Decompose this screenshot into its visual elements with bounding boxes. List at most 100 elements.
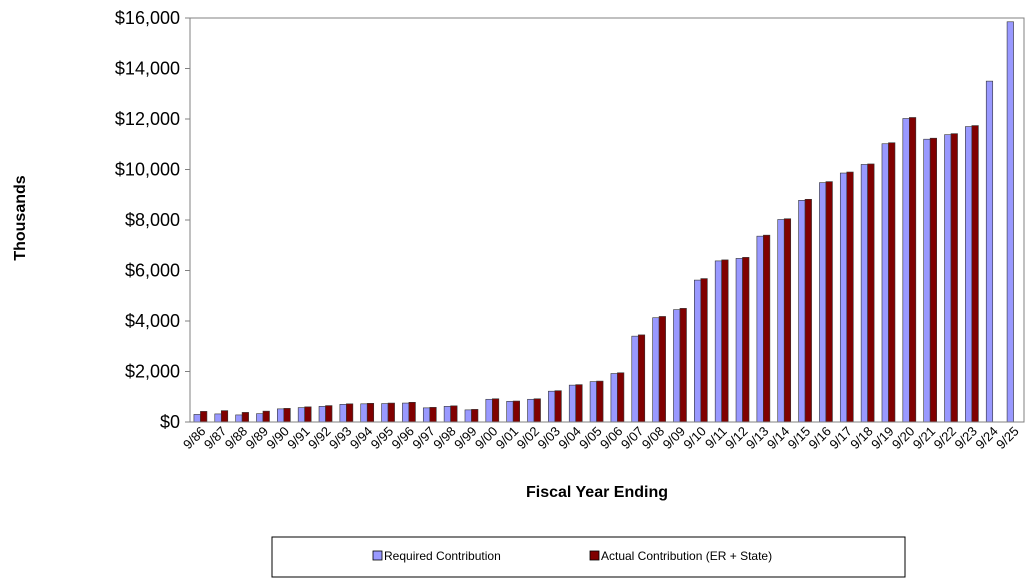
bar-actual-contribution	[721, 259, 729, 423]
bar-required-contribution	[923, 138, 931, 423]
y-tick-label: $12,000	[115, 109, 180, 129]
bar-required-contribution	[735, 258, 743, 423]
bar-required-contribution	[944, 134, 952, 423]
bar-actual-contribution	[304, 406, 312, 423]
bar-required-contribution	[860, 164, 868, 423]
legend-label-required: Required Contribution	[384, 549, 501, 563]
bar-actual-contribution	[804, 198, 812, 423]
bar-required-contribution	[485, 398, 493, 423]
bar-required-contribution	[965, 126, 973, 423]
bar-actual-contribution	[658, 316, 666, 423]
bar-required-contribution	[777, 219, 785, 423]
bar-actual-contribution	[637, 334, 646, 423]
bar-required-contribution	[235, 414, 243, 423]
bars-group	[193, 21, 1014, 423]
bar-actual-contribution	[492, 398, 500, 423]
bar-actual-contribution	[950, 133, 958, 423]
bar-actual-contribution	[783, 218, 792, 423]
y-tick-label: $2,000	[125, 362, 180, 382]
legend-box	[271, 536, 906, 578]
bar-required-contribution	[318, 406, 326, 423]
bar-actual-contribution	[533, 398, 541, 423]
y-tick-label: $6,000	[125, 261, 180, 281]
bar-required-contribution	[527, 398, 535, 423]
y-tick-label: $16,000	[115, 8, 180, 28]
bar-actual-contribution	[366, 403, 375, 423]
bar-required-contribution	[277, 408, 285, 423]
bar-actual-contribution	[909, 117, 917, 423]
bar-required-contribution	[506, 400, 514, 423]
bar-actual-contribution	[262, 410, 270, 423]
legend-swatch-actual	[589, 550, 600, 561]
bar-actual-contribution	[700, 278, 708, 423]
y-tick-label: $8,000	[125, 210, 180, 230]
bar-required-contribution	[297, 407, 305, 423]
bar-required-contribution	[193, 414, 201, 423]
bar-actual-contribution	[554, 390, 562, 423]
bar-required-contribution	[443, 406, 451, 423]
bar-actual-contribution	[888, 142, 896, 423]
bar-actual-contribution	[325, 405, 333, 423]
bar-required-contribution	[798, 200, 806, 423]
bar-actual-contribution	[283, 408, 291, 423]
bar-required-contribution	[422, 407, 431, 423]
bar-required-contribution	[694, 279, 702, 423]
bar-required-contribution	[256, 413, 264, 423]
bar-actual-contribution	[200, 411, 208, 423]
bar-required-contribution	[360, 403, 368, 423]
bar-required-contribution	[714, 260, 722, 423]
bar-required-contribution	[881, 143, 889, 423]
legend: Required Contribution Actual Contributio…	[271, 536, 906, 578]
bar-actual-contribution	[929, 137, 937, 423]
bar-required-contribution	[589, 381, 597, 423]
legend-swatch-required	[372, 550, 383, 561]
bar-actual-contribution	[387, 402, 395, 423]
bar-required-contribution	[214, 413, 222, 423]
bar-required-contribution	[402, 402, 410, 423]
bar-actual-contribution	[471, 409, 479, 423]
bar-actual-contribution	[596, 380, 604, 423]
y-tick-label: $10,000	[115, 160, 180, 180]
bar-required-contribution	[548, 390, 556, 423]
bar-required-contribution	[610, 373, 618, 423]
bar-required-contribution	[839, 172, 848, 423]
legend-label-actual: Actual Contribution (ER + State)	[601, 549, 772, 563]
bar-required-contribution	[1006, 21, 1014, 423]
bar-actual-contribution	[450, 405, 458, 423]
y-axis-ticks: $0 $2,000 $4,000 $6,000 $8,000 $10,000 $12,000…	[115, 8, 190, 432]
plot-area-frame	[189, 17, 1025, 423]
bar-actual-contribution	[971, 125, 979, 423]
y-tick-label: $14,000	[115, 59, 180, 79]
bar-required-contribution	[819, 182, 827, 423]
bar-actual-contribution	[846, 171, 854, 423]
bar-required-contribution	[464, 409, 472, 423]
bar-actual-contribution	[429, 407, 437, 423]
y-tick-label: $0	[160, 412, 180, 432]
bar-required-contribution	[673, 309, 681, 423]
bar-actual-contribution	[763, 234, 771, 423]
bar-actual-contribution	[867, 163, 875, 423]
bar-required-contribution	[381, 403, 389, 423]
bar-required-contribution	[568, 384, 577, 423]
bar-actual-contribution	[575, 384, 583, 423]
x-axis-ticks: 9/869/879/889/899/909/919/929/939/949/95…	[180, 424, 1022, 453]
bar-actual-contribution	[512, 400, 520, 423]
bar-actual-contribution	[742, 257, 750, 423]
x-tick-label: 9/25	[993, 424, 1022, 453]
bar-required-contribution	[339, 404, 347, 423]
bar-required-contribution	[985, 80, 994, 423]
bar-actual-contribution	[346, 403, 354, 423]
bar-actual-contribution	[408, 402, 416, 423]
bar-required-contribution	[652, 317, 660, 423]
x-axis-title: Fiscal Year Ending	[526, 484, 668, 501]
bar-actual-contribution	[241, 412, 249, 423]
bar-actual-contribution	[220, 410, 229, 423]
bar-actual-contribution	[825, 181, 833, 423]
bar-required-contribution	[902, 118, 910, 423]
bar-actual-contribution	[617, 372, 625, 423]
bar-required-contribution	[756, 235, 764, 423]
bar-actual-contribution	[679, 308, 687, 423]
y-tick-label: $4,000	[125, 311, 180, 331]
bar-required-contribution	[631, 335, 639, 423]
